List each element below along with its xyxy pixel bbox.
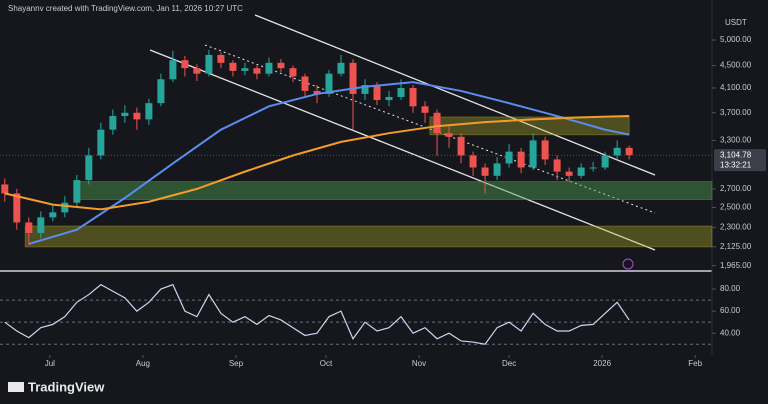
- candle-body: [13, 193, 21, 223]
- candle-body: [253, 68, 261, 74]
- y-tick-label: 4,500.00: [720, 61, 752, 70]
- candle-body: [217, 54, 225, 63]
- candle-body: [301, 76, 309, 91]
- y-tick-label: 5,000.00: [720, 35, 752, 44]
- candle-body: [229, 62, 237, 71]
- candle-body: [589, 167, 597, 169]
- last-price-label: 3,104.78: [720, 150, 752, 159]
- candle-body: [1, 184, 9, 194]
- candle-body: [541, 140, 549, 160]
- candle-body: [529, 140, 537, 168]
- candle-body: [625, 147, 633, 156]
- y-tick-label: 2,125.00: [720, 242, 752, 251]
- candle-body: [37, 217, 45, 233]
- candle-body: [181, 60, 189, 69]
- x-tick-label: Nov: [412, 359, 426, 368]
- candle-body: [109, 116, 117, 130]
- candle-body: [373, 85, 381, 101]
- candle-body: [349, 62, 357, 94]
- candle-body: [145, 103, 153, 120]
- candle-body: [49, 212, 57, 218]
- candle-body: [565, 171, 573, 176]
- candle-body: [421, 106, 429, 113]
- x-tick-label: Jul: [45, 359, 55, 368]
- candle-body: [409, 87, 417, 107]
- candle-body: [481, 167, 489, 176]
- candle-body: [61, 202, 69, 213]
- candle-body: [493, 163, 501, 176]
- moving-average: [4, 115, 630, 211]
- rsi-y-tick-label: 80.00: [720, 284, 741, 293]
- rsi-y-tick-label: 60.00: [720, 306, 741, 315]
- candle-body: [277, 62, 285, 69]
- candle-body: [361, 85, 369, 94]
- candle-body: [433, 112, 441, 134]
- candle-body: [169, 60, 177, 80]
- candle-body: [133, 112, 141, 120]
- channel-mid: [204, 44, 656, 214]
- channel-lower: [149, 49, 656, 251]
- candle-body: [193, 68, 201, 74]
- channel-upper: [254, 14, 656, 176]
- candle-body: [577, 167, 585, 176]
- countdown: 13:32:21: [720, 160, 752, 169]
- candle-body: [553, 159, 561, 172]
- candle-body: [205, 54, 213, 74]
- y-tick-label: 2,300.00: [720, 223, 752, 232]
- x-tick-label: Dec: [502, 359, 516, 368]
- candle-body: [505, 151, 513, 164]
- candle-body: [313, 90, 321, 94]
- rsi-y-tick-label: 40.00: [720, 328, 741, 337]
- rsi-line: [4, 283, 630, 345]
- candle-body: [469, 155, 477, 168]
- candle-body: [85, 155, 93, 181]
- candle-body: [337, 62, 345, 74]
- x-tick-label: Feb: [688, 359, 702, 368]
- event-icon: [622, 258, 634, 270]
- y-tick-label: 2,500.00: [720, 203, 752, 212]
- candle-body: [613, 147, 621, 156]
- header-title: Shayannv created with TradingView.com, J…: [8, 4, 243, 13]
- candle-body: [241, 68, 249, 71]
- candle-body: [121, 112, 129, 117]
- logo-text: TradingView: [28, 379, 105, 394]
- candle-body: [157, 79, 165, 104]
- candle-body: [457, 136, 465, 156]
- moving-average: [28, 81, 630, 245]
- y-tick-label: 3,700.00: [720, 108, 752, 117]
- candle-body: [97, 129, 105, 156]
- candle-body: [73, 180, 81, 203]
- candle-body: [517, 151, 525, 168]
- candle-body: [397, 87, 405, 97]
- y-tick-label: 1,965.00: [720, 261, 752, 270]
- candle-body: [445, 133, 453, 137]
- last-price-box: [714, 149, 766, 172]
- candle-body: [385, 96, 393, 101]
- x-tick-label: Aug: [136, 359, 150, 368]
- logo-mark: [8, 382, 24, 392]
- zone: [24, 225, 713, 248]
- candle-body: [601, 155, 609, 168]
- currency-label: USDT: [725, 18, 747, 27]
- y-tick-label: 4,100.00: [720, 83, 752, 92]
- x-tick-label: Oct: [320, 359, 333, 368]
- x-tick-label: Sep: [229, 359, 244, 368]
- candle-body: [265, 62, 273, 74]
- x-tick-label: 2026: [593, 359, 611, 368]
- candle-body: [325, 73, 333, 94]
- y-tick-label: 3,300.00: [720, 136, 752, 145]
- candle-body: [25, 222, 33, 233]
- logo: TradingView: [8, 379, 105, 394]
- y-tick-label: 2,700.00: [720, 184, 752, 193]
- candle-body: [289, 68, 297, 77]
